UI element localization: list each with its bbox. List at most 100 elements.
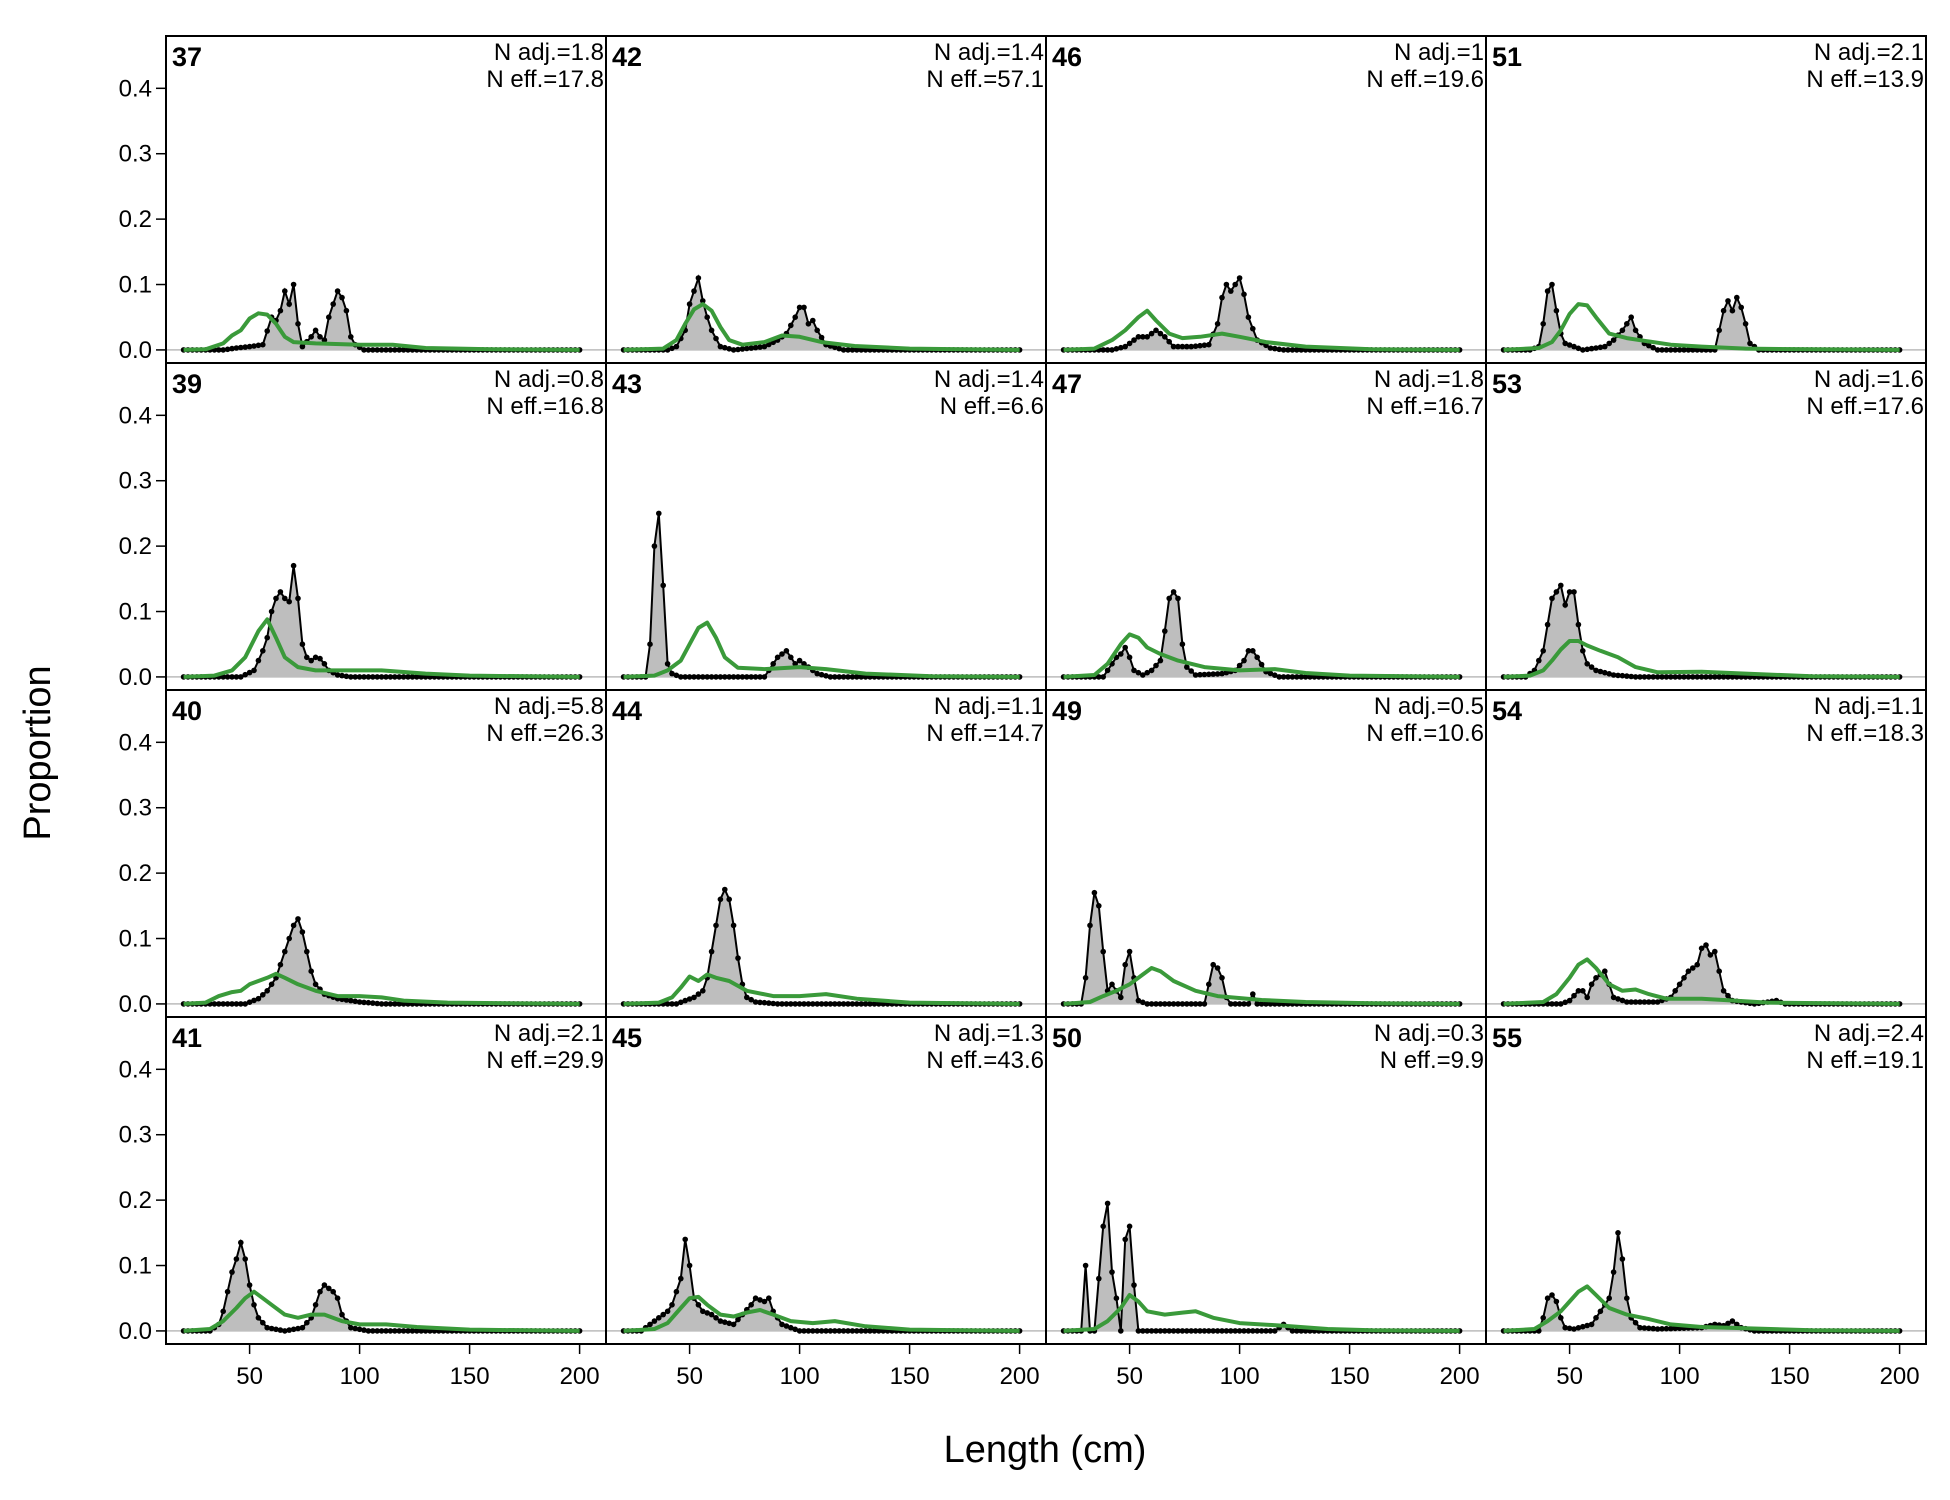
observed-point: [1245, 1328, 1252, 1334]
panel-n-eff: N eff.=14.7: [926, 720, 1044, 747]
observed-point: [246, 669, 253, 676]
observed-point: [334, 672, 341, 678]
panel-47: 47 N adj.=1.8N eff.=16.7: [1045, 362, 1487, 691]
observed-point: [370, 674, 376, 680]
observed-point: [1272, 672, 1278, 678]
observed-point: [308, 657, 315, 664]
observed-point: [1223, 1328, 1230, 1334]
observed-point: [1118, 651, 1124, 657]
observed-point: [1263, 1328, 1269, 1334]
observed-point: [1201, 1328, 1208, 1334]
observed-point: [854, 347, 860, 353]
observed-point: [1685, 968, 1692, 974]
observed-point: [1263, 1001, 1269, 1007]
observed-point: [1236, 1328, 1243, 1334]
observed-point: [255, 995, 262, 1002]
observed-point: [1197, 1328, 1203, 1334]
observed-point: [752, 674, 759, 680]
observed-point: [1118, 1328, 1124, 1334]
observed-point: [356, 999, 363, 1005]
observed-point: [845, 1001, 851, 1007]
observed-point: [1575, 621, 1582, 628]
panel-n-adj: N adj.=1.4: [934, 39, 1044, 66]
observed-point: [361, 347, 367, 353]
observed-point: [383, 1001, 389, 1007]
observed-point: [827, 674, 834, 680]
observed-point: [1153, 662, 1159, 669]
panel-44: 44 N adj.=1.1N eff.=14.7: [605, 689, 1047, 1018]
observed-point: [1540, 1315, 1546, 1321]
observed-point: [713, 335, 719, 342]
observed-point: [255, 1315, 262, 1321]
observed-point: [233, 1256, 240, 1262]
observed-point: [299, 1324, 306, 1331]
observed-point: [1100, 347, 1106, 353]
observed-point: [414, 1328, 420, 1334]
observed-point: [339, 672, 345, 679]
observed-point: [1082, 1262, 1089, 1269]
observed-point: [1210, 1328, 1216, 1334]
x-tick-label: 150: [1330, 1363, 1370, 1390]
observed-point: [1725, 298, 1731, 304]
observed-point: [414, 674, 420, 680]
observed-point: [1734, 1321, 1740, 1328]
observed-point: [726, 346, 732, 352]
observed-point: [251, 997, 257, 1004]
observed-point: [678, 1275, 684, 1282]
observed-point: [757, 999, 763, 1006]
observed-point: [1140, 999, 1146, 1006]
observed-point: [405, 1328, 411, 1334]
observed-point: [1104, 347, 1111, 353]
observed-point: [792, 661, 798, 667]
observed-point: [1148, 1328, 1155, 1334]
observed-point: [761, 343, 768, 350]
observed-point: [1228, 1001, 1234, 1007]
observed-point: [1694, 347, 1700, 353]
observed-point: [660, 1311, 666, 1318]
panel-label: 45: [612, 1023, 642, 1053]
observed-point: [374, 347, 381, 353]
observed-point: [1148, 1001, 1155, 1007]
observed-point: [678, 999, 684, 1006]
observed-point: [1166, 595, 1172, 602]
observed-point: [770, 1000, 776, 1007]
observed-point: [233, 674, 240, 680]
expected-line: [623, 972, 1020, 1006]
observed-point: [1285, 347, 1291, 353]
observed-point: [1659, 674, 1665, 680]
observed-point: [678, 674, 684, 680]
observed-area: [623, 1239, 1020, 1331]
observed-point: [845, 347, 851, 353]
observed-point: [383, 1328, 389, 1334]
y-tick-label: 0.2: [119, 206, 152, 233]
observed-point: [1584, 1322, 1590, 1329]
observed-point: [1593, 1315, 1599, 1321]
observed-point: [220, 1308, 226, 1315]
observed-point: [1716, 327, 1722, 334]
observed-point: [832, 344, 838, 351]
observed-point: [286, 1327, 293, 1333]
observed-point: [823, 673, 829, 679]
observed-point: [1166, 338, 1172, 345]
observed-point: [224, 1288, 231, 1295]
observed-point: [409, 1328, 416, 1334]
observed-point: [312, 1302, 319, 1308]
observed-point: [735, 1316, 741, 1323]
observed-point: [1584, 661, 1590, 667]
observed-point: [1087, 922, 1093, 929]
observed-point: [1214, 965, 1221, 971]
observed-point: [1698, 945, 1705, 952]
observed-point: [1544, 288, 1551, 294]
observed-point: [224, 1001, 231, 1007]
y-tick-label: 0.2: [119, 533, 152, 560]
panel-label: 44: [612, 696, 642, 726]
observed-point: [1131, 667, 1137, 674]
observed-point: [730, 674, 737, 680]
observed-point: [361, 1327, 367, 1333]
observed-point: [1588, 981, 1595, 988]
observed-point: [1615, 996, 1621, 1002]
observed-point: [396, 1001, 403, 1007]
observed-point: [827, 1328, 834, 1334]
panel-n-eff: N eff.=10.6: [1366, 720, 1484, 747]
observed-point: [383, 674, 389, 680]
